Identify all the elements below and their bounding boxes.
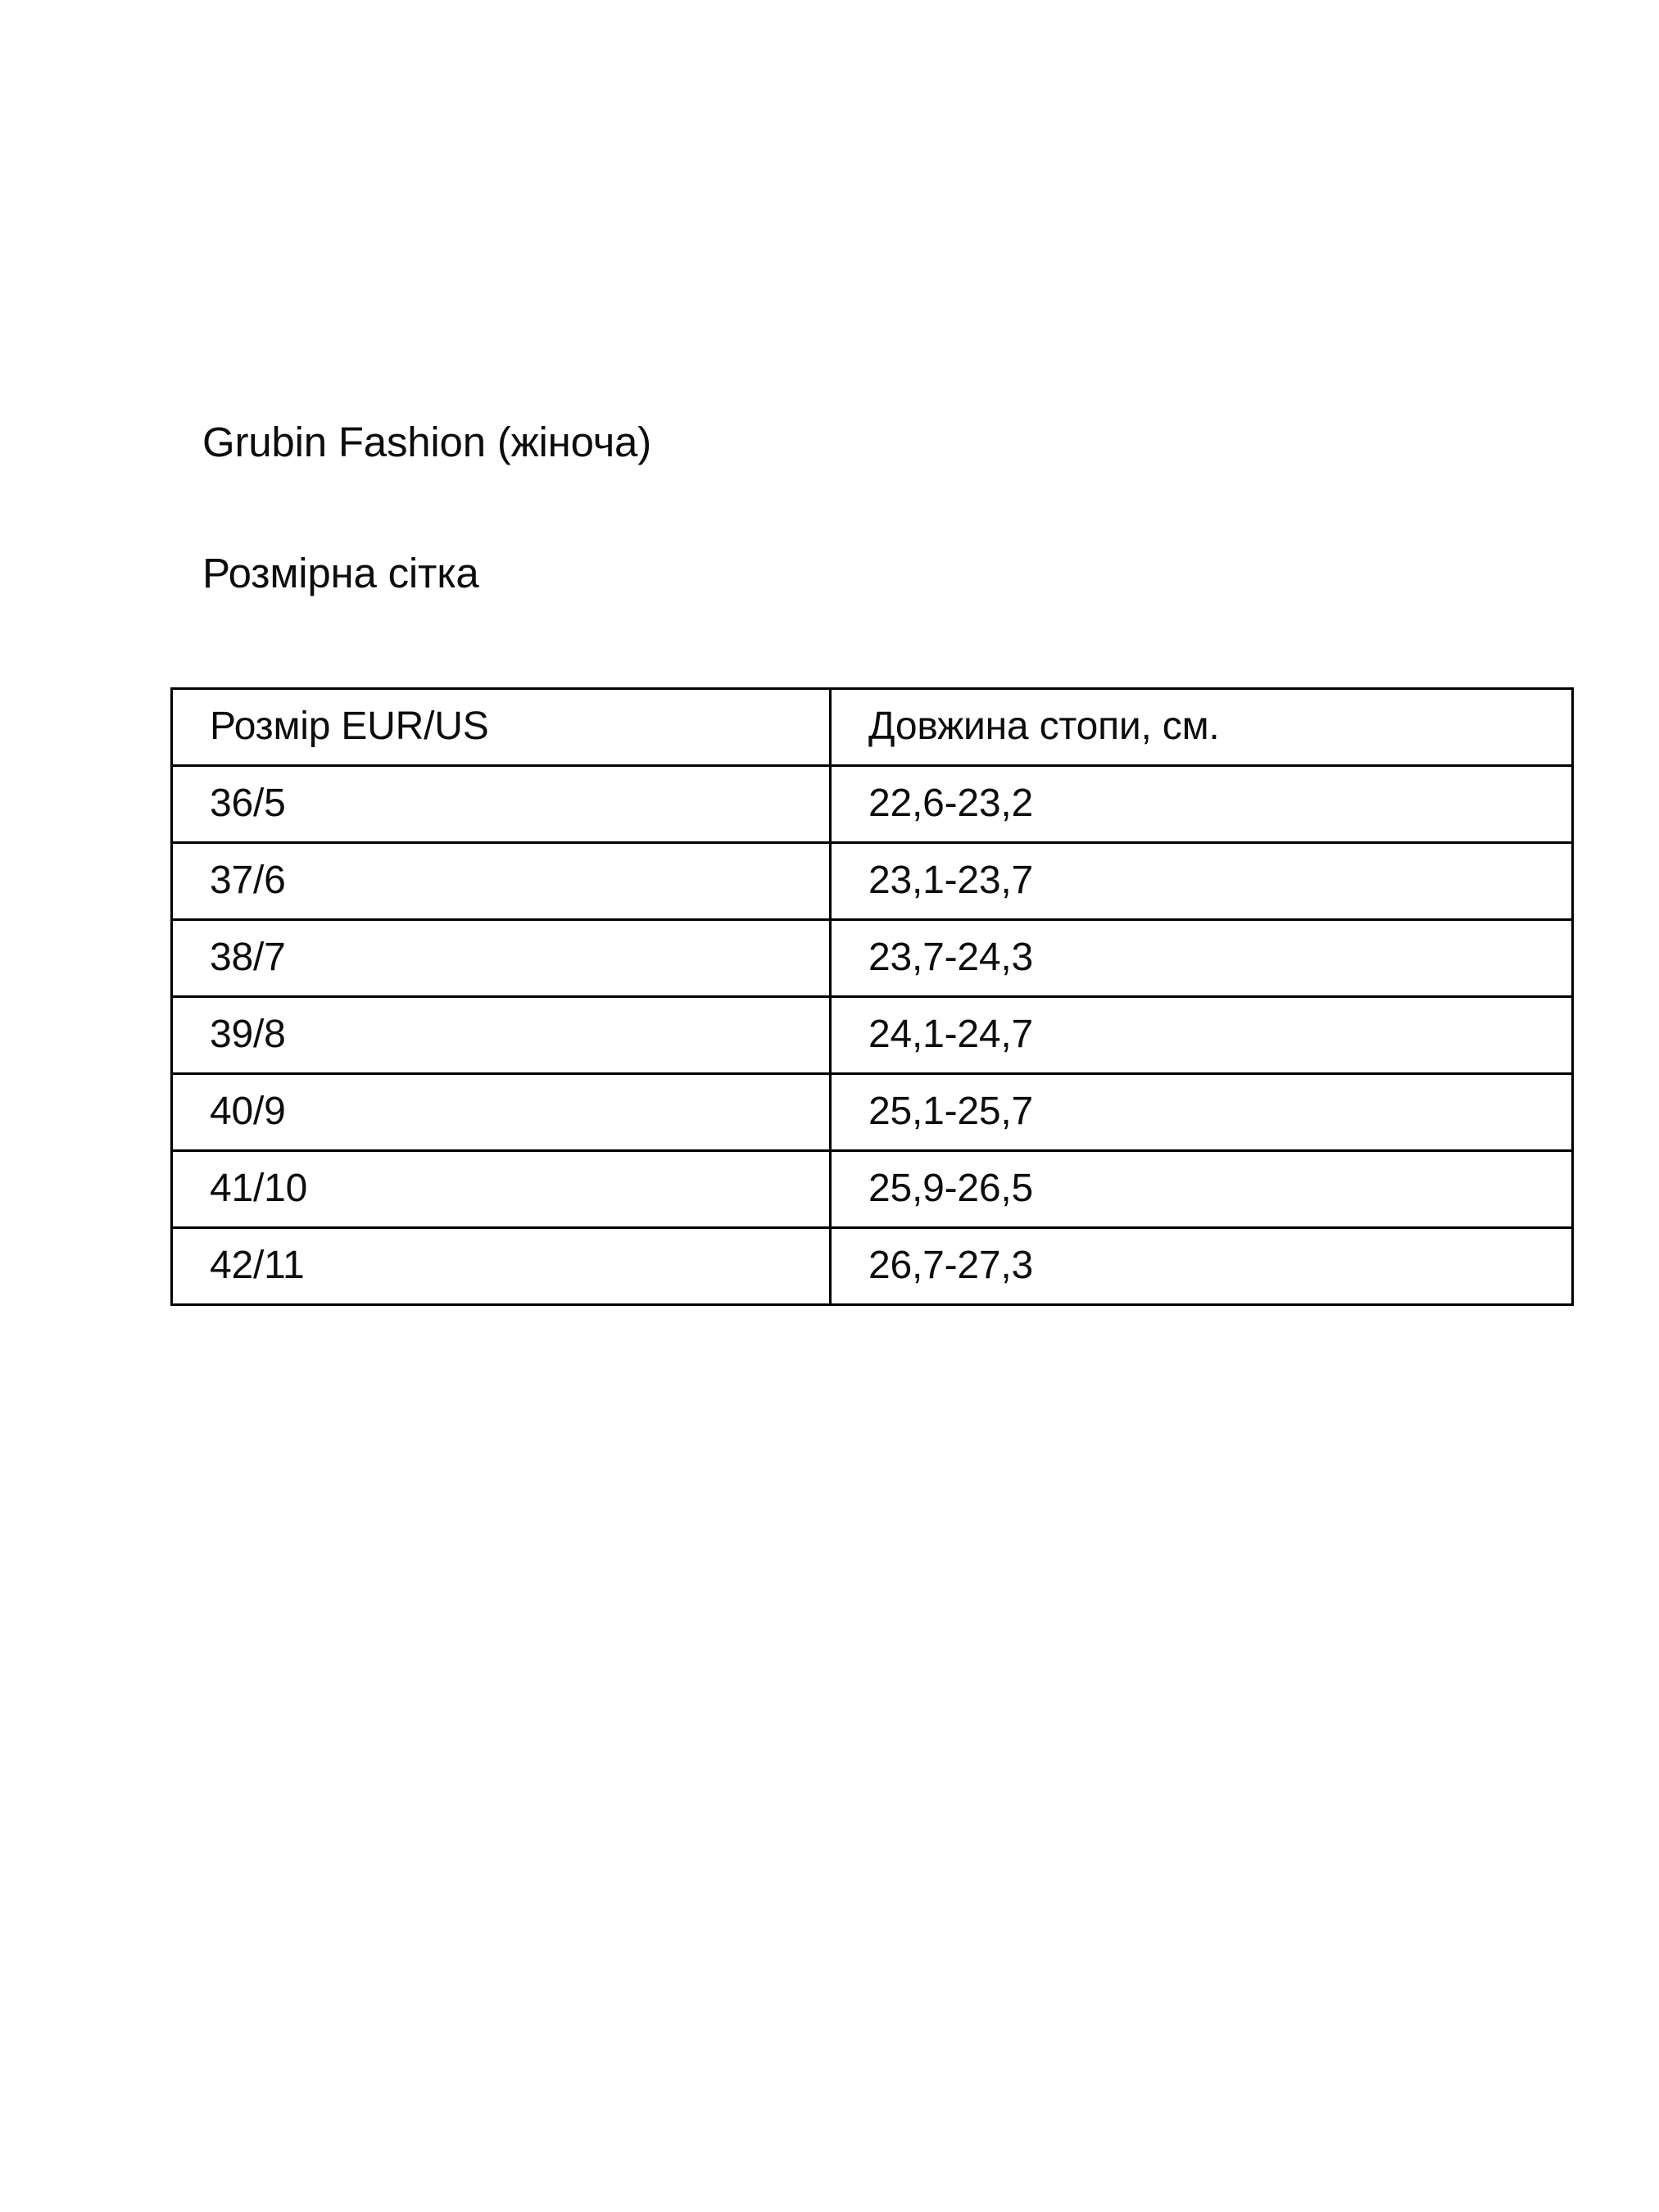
cell-foot-length: 25,9-26,5 xyxy=(829,1149,1574,1229)
cell-foot-length: 23,1-23,7 xyxy=(829,841,1574,921)
column-header-size: Розмір EUR/US xyxy=(170,687,832,767)
cell-size: 37/6 xyxy=(170,841,832,921)
cell-foot-length: 24,1-24,7 xyxy=(829,995,1574,1075)
table-header: Розмір EUR/US Довжина стопи, см. xyxy=(170,687,1574,767)
cell-size: 40/9 xyxy=(170,1072,832,1152)
cell-size: 41/10 xyxy=(170,1149,832,1229)
size-table-container: Розмір EUR/US Довжина стопи, см. 36/5 22,… xyxy=(170,687,1574,1306)
table-row: 36/5 22,6-23,2 xyxy=(170,764,1574,844)
table-row: 39/8 24,1-24,7 xyxy=(170,995,1574,1075)
section-heading-size-chart: Розмірна сітка xyxy=(202,550,479,596)
page-title: Grubin Fashion (жіноча) xyxy=(202,419,652,465)
table-header-row: Розмір EUR/US Довжина стопи, см. xyxy=(170,687,1574,767)
cell-size: 39/8 xyxy=(170,995,832,1075)
table-row: 42/11 26,7-27,3 xyxy=(170,1226,1574,1306)
cell-foot-length: 22,6-23,2 xyxy=(829,764,1574,844)
cell-foot-length: 23,7-24,3 xyxy=(829,918,1574,998)
cell-size: 38/7 xyxy=(170,918,832,998)
table-row: 40/9 25,1-25,7 xyxy=(170,1072,1574,1152)
cell-size: 42/11 xyxy=(170,1226,832,1306)
table-body: 36/5 22,6-23,2 37/6 23,1-23,7 38/7 23,7-24,3 3… xyxy=(170,764,1574,1306)
column-header-foot-length: Довжина стопи, см. xyxy=(829,687,1574,767)
table-row: 38/7 23,7-24,3 xyxy=(170,918,1574,998)
table-row: 37/6 23,1-23,7 xyxy=(170,841,1574,921)
cell-foot-length: 25,1-25,7 xyxy=(829,1072,1574,1152)
cell-size: 36/5 xyxy=(170,764,832,844)
table-row: 41/10 25,9-26,5 xyxy=(170,1149,1574,1229)
size-chart-table: Розмір EUR/US Довжина стопи, см. 36/5 22,… xyxy=(170,687,1574,1306)
cell-foot-length: 26,7-27,3 xyxy=(829,1226,1574,1306)
